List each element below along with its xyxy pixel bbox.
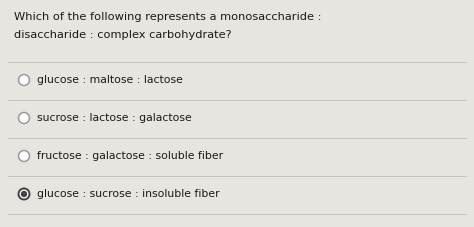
Circle shape bbox=[18, 113, 29, 123]
Text: Which of the following represents a monosaccharide :: Which of the following represents a mono… bbox=[14, 12, 321, 22]
Circle shape bbox=[21, 191, 27, 197]
Circle shape bbox=[18, 188, 29, 200]
Text: glucose : sucrose : insoluble fiber: glucose : sucrose : insoluble fiber bbox=[37, 189, 219, 199]
Text: fructose : galactose : soluble fiber: fructose : galactose : soluble fiber bbox=[37, 151, 223, 161]
Circle shape bbox=[18, 151, 29, 161]
Text: disaccharide : complex carbohydrate?: disaccharide : complex carbohydrate? bbox=[14, 30, 232, 40]
Circle shape bbox=[18, 74, 29, 86]
Text: sucrose : lactose : galactose: sucrose : lactose : galactose bbox=[37, 113, 192, 123]
Text: glucose : maltose : lactose: glucose : maltose : lactose bbox=[37, 75, 183, 85]
